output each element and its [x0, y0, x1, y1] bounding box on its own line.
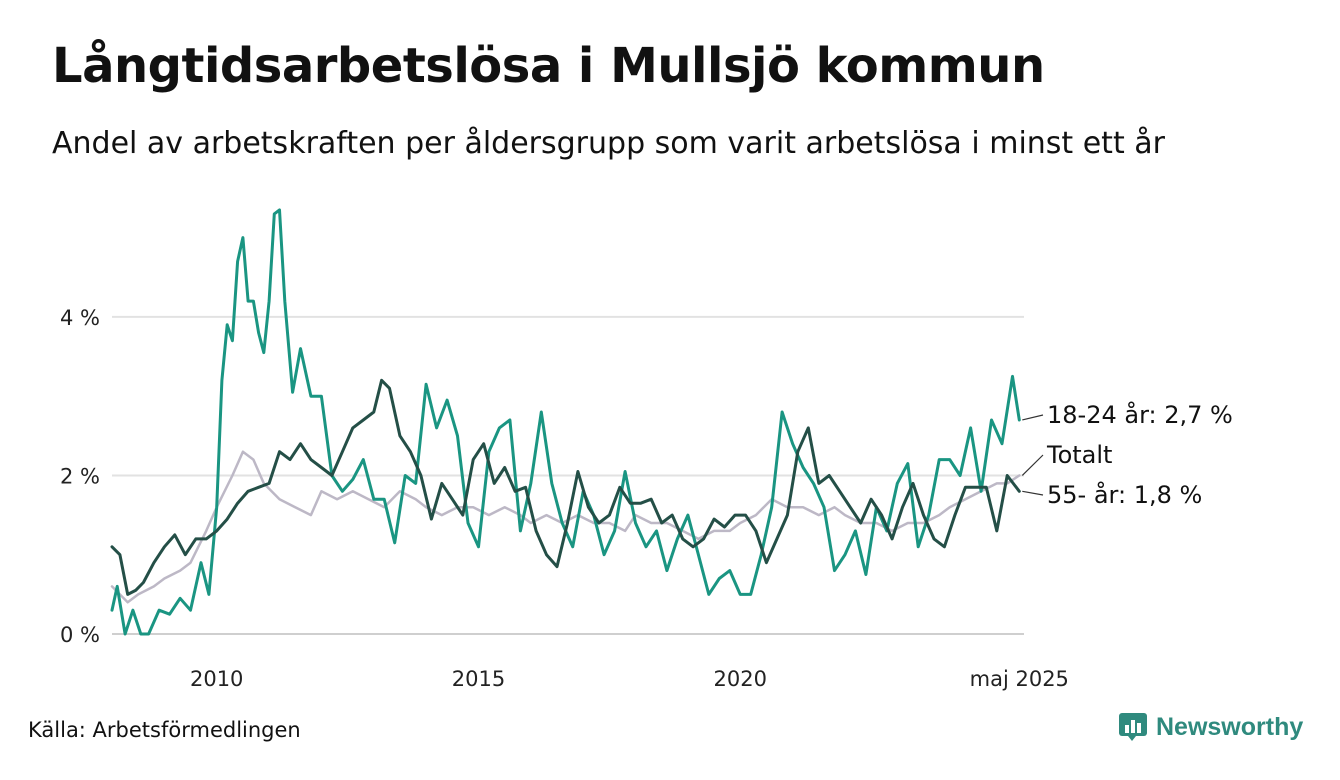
series-leader-line [1021, 454, 1044, 476]
series-line-1 [110, 208, 1021, 636]
series-end-label: 18-24 år: 2,7 % [1047, 400, 1233, 429]
y-tick-label: 0 % [60, 623, 100, 647]
y-tick-label: 4 % [60, 306, 100, 330]
series-leader-line [1022, 490, 1044, 496]
x-tick-label: 2015 [452, 667, 505, 691]
newsworthy-logo-icon [1119, 713, 1147, 741]
brand-name: Newsworthy [1156, 712, 1304, 741]
series-end-label: Totalt [1046, 441, 1112, 469]
series-end-label: 55- år: 1,8 % [1047, 480, 1202, 509]
x-tick-label: maj 2025 [970, 667, 1069, 691]
series-line-2 [110, 378, 1021, 596]
x-tick-label: 2010 [190, 667, 243, 691]
brand-logo: Newsworthy [1118, 712, 1303, 742]
series-line-0 [110, 450, 1021, 604]
x-tick-label: 2020 [714, 667, 767, 691]
chart-subtitle: Andel av arbetskraften per åldersgrupp s… [52, 126, 1165, 161]
chart-title: Långtidsarbetslösa i Mullsjö kommun [52, 38, 1045, 94]
y-tick-label: 2 % [60, 464, 100, 488]
series-leader-line [1022, 414, 1044, 421]
source-note: Källa: Arbetsförmedlingen [28, 718, 301, 742]
